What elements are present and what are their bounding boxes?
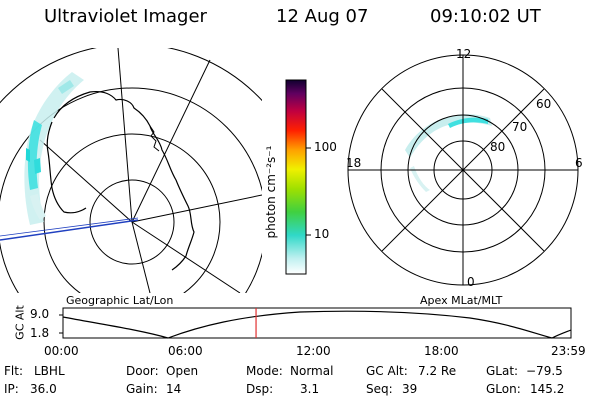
x-tick-label: 00:00 [44, 344, 79, 358]
instrument-title: Ultraviolet Imager [44, 6, 207, 27]
time-label: 09:10:02 UT [430, 6, 541, 27]
info-glon-key: GLon: [486, 382, 521, 396]
info-gcalt-key: GC Alt: [366, 364, 408, 378]
info-gcalt-value: 7.2 Re [418, 364, 457, 378]
lat-label-80: 80 [490, 140, 506, 154]
info-mode-value: Normal [290, 364, 334, 378]
orbit-timeline [59, 307, 572, 339]
terminator-line [0, 219, 139, 241]
info-filter-value: LBHL [34, 364, 65, 378]
colorbar [285, 79, 311, 275]
mlt-diagonal [381, 88, 545, 252]
x-tick-label: 12:00 [296, 344, 331, 358]
mlt-label-0: 0 [467, 275, 475, 289]
mlt-label-12: 12 [456, 47, 472, 61]
info-dsp-key: Dsp: [246, 382, 274, 396]
colorbar-unit-label: photon cm⁻²s⁻¹ [264, 145, 278, 239]
altitude-curve [62, 310, 572, 339]
latitude-ring [89, 179, 175, 265]
timeline-frame [62, 307, 572, 339]
apex-projection-label: Apex MLat/MLT [420, 294, 503, 307]
colorbar-tick-label: 10 [314, 227, 330, 241]
x-tick-label: 18:00 [424, 344, 459, 358]
aurora-oval-bright [448, 117, 488, 128]
info-gain-value: 14 [166, 382, 182, 396]
info-glon-value: 145.2 [530, 382, 565, 396]
info-seq-value: 39 [402, 382, 418, 396]
meridian-line [117, 48, 133, 223]
x-tick-label: 23:59 [551, 344, 586, 358]
terminator-line [0, 217, 139, 237]
lat-label-70: 70 [512, 120, 528, 134]
info-ip-key: IP: [4, 382, 19, 396]
mlt-label-18: 18 [346, 156, 362, 170]
y-tick-label: 9.0 [30, 307, 50, 321]
info-glat-value: −79.5 [526, 364, 563, 378]
x-tick-label: 06:00 [168, 344, 203, 358]
coastline-detail [149, 125, 160, 152]
info-door-value: Open [166, 364, 199, 378]
latitude-ring [0, 87, 262, 293]
info-mode-key: Mode: [246, 364, 283, 378]
meridian-line [131, 221, 241, 293]
y-axis-label: GC Alt [13, 305, 27, 340]
info-glat-key: GLat: [486, 364, 519, 378]
y-tick-label: 1.8 [30, 326, 50, 340]
info-ip-value: 36.0 [30, 382, 57, 396]
colorbar-tick-label: 100 [314, 140, 337, 154]
lat-label-60: 60 [536, 97, 552, 111]
meridian-line [131, 59, 211, 223]
aurora-oval-faint [410, 166, 430, 192]
colorbar-gradient [285, 79, 307, 275]
coastline [46, 90, 195, 271]
info-filter-key: Flt: [4, 364, 23, 378]
info-seq-key: Seq: [366, 382, 393, 396]
meridian-line [131, 221, 151, 293]
date-label: 12 Aug 07 [276, 6, 369, 27]
meridian-line [131, 194, 262, 223]
polar-plot [347, 54, 579, 286]
meridian-line [39, 139, 133, 223]
info-gain-key: Gain: [126, 382, 158, 396]
geographic-map [0, 48, 262, 293]
geo-projection-label: Geographic Lat/Lon [66, 294, 174, 307]
aurora-emission [24, 72, 84, 225]
mlt-label-6: 6 [575, 156, 583, 170]
info-door-key: Door: [126, 364, 159, 378]
info-dsp-value: 3.1 [300, 382, 320, 396]
